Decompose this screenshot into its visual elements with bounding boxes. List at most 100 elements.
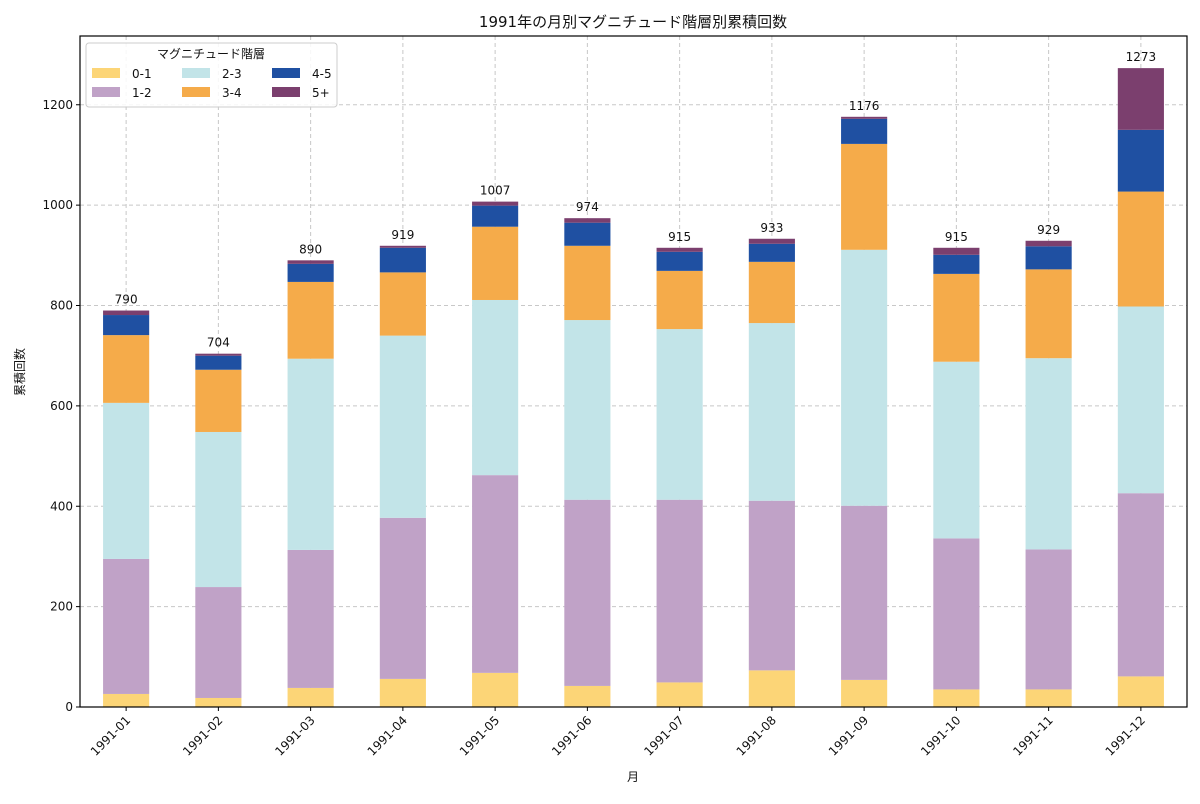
bar-segment-3-4 bbox=[103, 335, 150, 403]
bar-segment-1-2 bbox=[103, 558, 150, 694]
x-tick-label: 1991-04 bbox=[365, 713, 410, 758]
legend-swatch-0-1 bbox=[92, 68, 120, 78]
bar-segment-0-1 bbox=[1025, 689, 1072, 707]
bar-segment-5+ bbox=[841, 116, 888, 119]
bar-segment-4-5 bbox=[1117, 129, 1164, 192]
bar-segment-3-4 bbox=[379, 272, 426, 336]
bar-segment-5+ bbox=[1117, 68, 1164, 130]
y-axis-label: 累積回数 bbox=[12, 348, 27, 396]
total-label: 890 bbox=[299, 242, 322, 256]
bar-segment-0-1 bbox=[841, 679, 888, 707]
y-tick-label: 200 bbox=[50, 600, 73, 614]
bar-segment-3-4 bbox=[748, 261, 795, 324]
bar-segment-1-2 bbox=[1117, 493, 1164, 677]
bar-segment-5+ bbox=[933, 247, 980, 255]
bar-segment-5+ bbox=[379, 245, 426, 248]
bar-segment-1-2 bbox=[287, 549, 334, 688]
legend-label-2-3: 2-3 bbox=[222, 67, 242, 81]
bar-segment-3-4 bbox=[472, 226, 519, 300]
bar-segment-2-3 bbox=[1117, 306, 1164, 494]
bar-segment-4-5 bbox=[748, 243, 795, 262]
bar-segment-4-5 bbox=[564, 222, 611, 246]
bar-segment-3-4 bbox=[933, 273, 980, 362]
bar-segment-4-5 bbox=[379, 247, 426, 273]
legend-title: マグニチュード階層 bbox=[157, 46, 265, 61]
bar-segment-0-1 bbox=[195, 697, 242, 707]
y-tick-label: 600 bbox=[50, 399, 73, 413]
legend-swatch-2-3 bbox=[182, 68, 210, 78]
grid bbox=[80, 36, 1187, 708]
bar-segment-1-2 bbox=[841, 505, 888, 680]
bar-segment-0-1 bbox=[103, 693, 150, 707]
bar-segment-3-4 bbox=[841, 143, 888, 250]
bar-segment-5+ bbox=[748, 238, 795, 244]
bar-segment-1-2 bbox=[379, 517, 426, 679]
legend: マグニチュード階層 0-1 1-2 2-3 3-4 4-5 5+ bbox=[85, 42, 338, 108]
total-labels: 790 704 890 919 1007 974 915 933 1176 915 929 1273 bbox=[115, 50, 1156, 350]
legend-swatch-4-5 bbox=[272, 68, 300, 78]
bar-segment-2-3 bbox=[656, 329, 703, 500]
bar-segment-4-5 bbox=[472, 205, 519, 227]
bar-segment-4-5 bbox=[841, 118, 888, 144]
y-tick-label: 800 bbox=[50, 299, 73, 313]
bar-segment-4-5 bbox=[933, 254, 980, 274]
bar-segment-1-2 bbox=[195, 587, 242, 698]
legend-label-4-5: 4-5 bbox=[312, 67, 332, 81]
x-tick-label: 1991-12 bbox=[1103, 713, 1148, 758]
total-label: 919 bbox=[391, 228, 414, 242]
bar-segment-4-5 bbox=[195, 355, 242, 370]
chart-title: 1991年の月別マグニチュード階層別累積回数 bbox=[479, 13, 787, 31]
bar-segment-1-2 bbox=[656, 499, 703, 683]
bar-segment-0-1 bbox=[564, 685, 611, 707]
bar-segment-0-1 bbox=[287, 687, 334, 707]
bar-segment-3-4 bbox=[1025, 269, 1072, 359]
bar-segment-0-1 bbox=[1117, 676, 1164, 707]
bar-segment-0-1 bbox=[379, 678, 426, 707]
x-tick-label: 1991-01 bbox=[88, 713, 133, 758]
bar-segment-2-3 bbox=[287, 358, 334, 550]
bar-segment-4-5 bbox=[103, 315, 150, 336]
y-tick-label: 1200 bbox=[42, 98, 73, 112]
bar-segment-2-3 bbox=[841, 249, 888, 506]
y-tick-label: 0 bbox=[65, 700, 73, 714]
x-tick-label: 1991-02 bbox=[180, 713, 225, 758]
bar-segment-2-3 bbox=[1025, 358, 1072, 550]
bar-segment-4-5 bbox=[656, 251, 703, 271]
legend-label-0-1: 0-1 bbox=[132, 67, 152, 81]
bar-segment-3-4 bbox=[195, 369, 242, 432]
x-tick-label: 1991-07 bbox=[641, 713, 686, 758]
total-label: 704 bbox=[207, 336, 230, 350]
total-label: 974 bbox=[576, 200, 599, 214]
bar-segment-4-5 bbox=[287, 263, 334, 282]
legend-swatch-5+ bbox=[272, 87, 300, 97]
bar-segment-2-3 bbox=[933, 361, 980, 539]
bars bbox=[103, 68, 1164, 707]
total-label: 915 bbox=[668, 230, 691, 244]
bar-segment-1-2 bbox=[472, 475, 519, 673]
total-label: 929 bbox=[1037, 223, 1060, 237]
legend-label-1-2: 1-2 bbox=[132, 86, 152, 100]
bar-segment-5+ bbox=[1025, 240, 1072, 247]
bar-segment-5+ bbox=[656, 247, 703, 252]
bar-segment-5+ bbox=[564, 218, 611, 223]
total-label: 1273 bbox=[1126, 50, 1157, 64]
x-tick-label: 1991-11 bbox=[1010, 713, 1055, 758]
bar-segment-2-3 bbox=[564, 320, 611, 500]
bar-segment-1-2 bbox=[933, 538, 980, 690]
x-axis: 1991-01 1991-02 1991-03 1991-04 1991-05 1991-… bbox=[88, 707, 1148, 759]
bar-segment-1-2 bbox=[564, 499, 611, 686]
bar-segment-0-1 bbox=[656, 682, 703, 707]
bar-segment-2-3 bbox=[103, 402, 150, 559]
bar-segment-0-1 bbox=[748, 670, 795, 707]
plot-frame bbox=[79, 35, 1188, 708]
bar-segment-3-4 bbox=[656, 270, 703, 330]
bar-segment-2-3 bbox=[379, 335, 426, 518]
bar-segment-2-3 bbox=[195, 431, 242, 588]
bar-segment-1-2 bbox=[1025, 549, 1072, 690]
bar-segment-0-1 bbox=[472, 672, 519, 707]
x-tick-label: 1991-08 bbox=[734, 713, 779, 758]
bar-segment-5+ bbox=[472, 201, 519, 206]
bar-segment-3-4 bbox=[287, 281, 334, 359]
bar-segment-1-2 bbox=[748, 500, 795, 671]
